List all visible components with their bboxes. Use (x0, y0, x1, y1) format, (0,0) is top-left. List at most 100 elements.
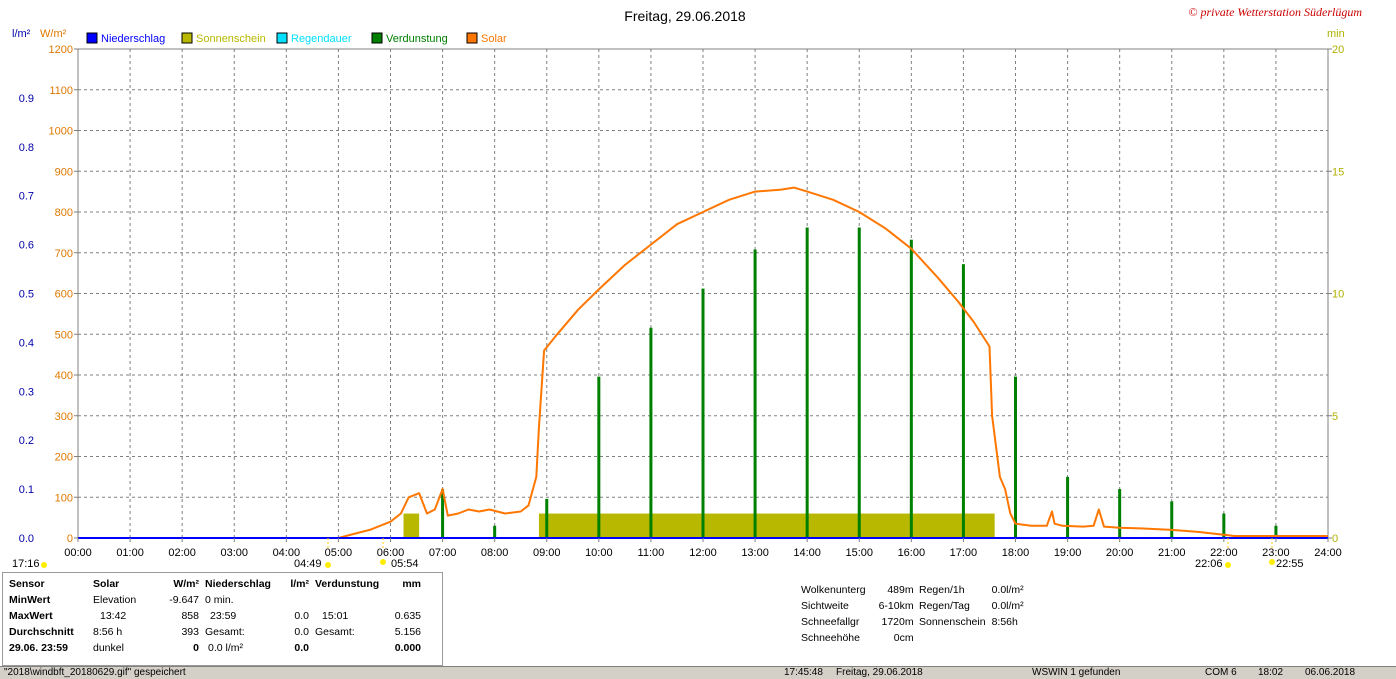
status-clock: 18:02 (1258, 667, 1284, 678)
cell: 0.000 (394, 642, 421, 654)
x-tick-label: 11:00 (638, 547, 665, 559)
cell: 23:59 (210, 610, 237, 622)
weather-value: 1720m (881, 616, 914, 628)
weather-value: 489m (887, 584, 914, 596)
cell (312, 640, 388, 656)
x-tick-label: 19:00 (1054, 547, 1082, 559)
cell: 0.0 l/m² (208, 642, 244, 654)
evaporation-bar (961, 264, 965, 538)
stats-row-current: 29.06. 23:59 dunkel 0 0.0 l/m² 0.0 0.000 (6, 640, 424, 656)
solar-tick-label: 300 (55, 411, 73, 423)
sunshine-bars (403, 513, 995, 538)
legend-item-niederschlag: Niederschlag (86, 32, 165, 45)
x-tick-label: 08:00 (481, 547, 509, 559)
rain-value: 0.0l/m² (991, 600, 1024, 612)
cell: dunkel (93, 642, 124, 654)
sunshine-bar (403, 513, 420, 538)
legend-label: Sonnenschein (196, 33, 266, 45)
rain-value: 0.0l/m² (991, 584, 1024, 596)
legend-label: Verdunstung (386, 33, 448, 45)
evaporation-bar (1014, 376, 1017, 538)
solar-tick-label: 1000 (49, 126, 73, 138)
status-day: 06.06.2018 (1305, 667, 1356, 678)
header-solar: Solar (93, 578, 120, 590)
solar-tick-label: 400 (55, 370, 73, 382)
header-precip-unit: l/m² (290, 578, 309, 590)
solar-tick-label: 0 (67, 533, 73, 545)
cell: 0 (193, 642, 199, 654)
legend-label: Niederschlag (101, 33, 165, 45)
sun-icon (1225, 562, 1231, 568)
x-tick-label: 20:00 (1106, 547, 1134, 559)
sun-icon (325, 562, 331, 568)
cell: 13:42 (100, 610, 127, 622)
cell (284, 592, 312, 608)
cell (388, 592, 424, 608)
legend-swatch (466, 32, 478, 44)
x-tick-label: 04:00 (273, 547, 301, 559)
evaporation-bar (909, 239, 913, 538)
x-tick-label: 09:00 (533, 547, 561, 559)
solar-tick-label: 1200 (49, 44, 73, 56)
row-label: MinWert (9, 594, 51, 606)
precip-tick-label: 0.8 (19, 142, 34, 154)
x-tick-label: 16:00 (898, 547, 926, 559)
status-found: WSWIN 1 gefunden (1032, 667, 1121, 678)
x-tick-label: 03:00 (220, 547, 248, 559)
evaporation-bar (1118, 489, 1122, 538)
cell: 5.156 (394, 626, 421, 638)
precip-tick-label: 0.6 (19, 240, 34, 252)
legend-swatch (371, 32, 383, 44)
evaporation-bar (597, 376, 601, 538)
evaporation-bar (545, 498, 549, 538)
copyright: © private Wetterstation Süderlügum (1188, 5, 1362, 19)
header-precip: Niederschlag (205, 578, 271, 590)
minutes-tick-label: 15 (1332, 166, 1344, 178)
legend-item-regendauer: Regendauer (276, 32, 352, 45)
legend-swatch (276, 32, 288, 44)
legend-item-solar: Solar (466, 32, 507, 45)
stats-header-row: Sensor Solar W/m² Niederschlag l/m² Verd… (6, 576, 424, 592)
evaporation-bar (805, 227, 809, 539)
minutes-unit: min (1327, 28, 1345, 40)
sun-marker-label: 17:16 (12, 558, 40, 570)
cell: 0 min. (205, 594, 234, 606)
weather-label: Sichtweite (801, 600, 849, 612)
precip-tick-label: 0.2 (19, 435, 34, 447)
sun-icon (41, 562, 47, 568)
precip-tick-label: 0.4 (19, 337, 34, 349)
precip-unit: l/m² (12, 28, 31, 40)
evaporation-bar (753, 249, 757, 539)
weather-table: Wolkenunterg 489m Sichtweite 6-10km Schnee… (798, 582, 917, 646)
x-tick-label: 17:00 (950, 547, 978, 559)
legend-item-verdunstung: Verdunstung (371, 32, 448, 45)
precip-tick-label: 0.1 (19, 484, 34, 496)
cell: 0.0 (294, 610, 309, 622)
x-tick-label: 21:00 (1158, 547, 1186, 559)
precip-tick-label: 0.9 (19, 93, 34, 105)
solar-tick-label: 800 (55, 207, 73, 219)
legend-label: Solar (481, 33, 507, 45)
x-tick-label: 24:00 (1314, 547, 1342, 559)
evaporation-bar (857, 227, 861, 539)
sun-marker-label: 04:49 (294, 558, 322, 570)
tick-labels: 0100200300400500600700800900100011001200… (19, 44, 1345, 559)
cell (312, 592, 388, 608)
precip-tick-label: 0.3 (19, 386, 34, 398)
legend-item-sonnenschein: Sonnenschein (181, 32, 266, 45)
solar-tick-label: 500 (55, 329, 73, 341)
stats-row-min: MinWert Elevation -9.647 0 min. (6, 592, 424, 608)
evaporation-bar (441, 489, 445, 538)
solar-unit: W/m² (40, 28, 67, 40)
cell: Gesamt: (315, 626, 355, 638)
stats-table: Sensor Solar W/m² Niederschlag l/m² Verd… (6, 576, 424, 656)
minutes-tick-label: 10 (1332, 289, 1344, 301)
evaporation-bar (1222, 513, 1226, 538)
status-file: "2018\windbft_20180629.gif" gespeichert (4, 667, 186, 678)
sun-marker-label: 05:54 (391, 558, 419, 570)
evaporation-bar (701, 288, 705, 538)
cell: -9.647 (169, 594, 199, 606)
x-tick-label: 01:00 (116, 547, 144, 559)
x-tick-label: 07:00 (429, 547, 457, 559)
sun-marker-label: 22:06 (1195, 558, 1223, 570)
